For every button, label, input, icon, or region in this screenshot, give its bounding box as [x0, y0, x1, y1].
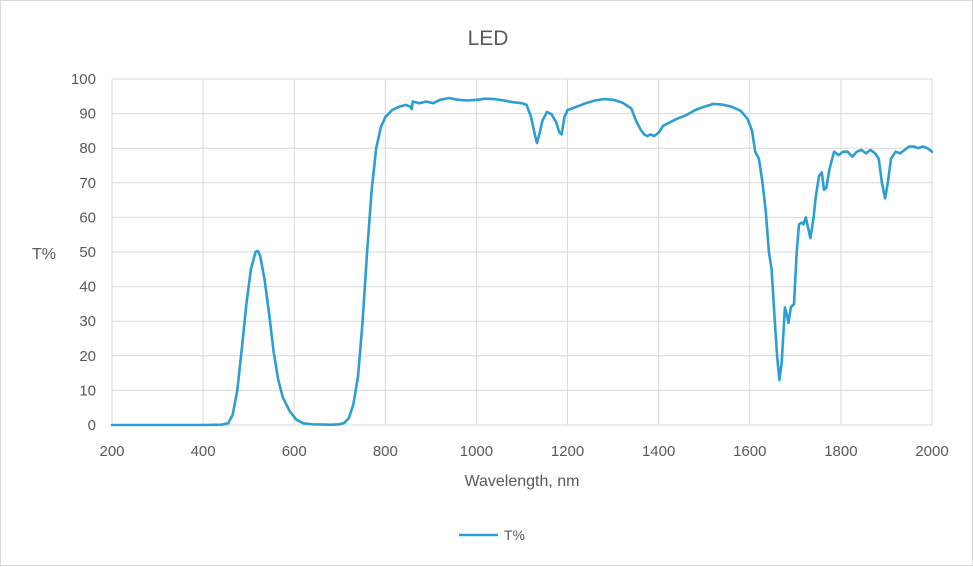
series-line-0 — [110, 96, 934, 427]
gridlines — [111, 78, 933, 426]
x-tick-label: 800 — [373, 443, 398, 460]
x-tick-label: 2000 — [915, 443, 948, 460]
x-tick-label: 1600 — [733, 443, 766, 460]
x-axis-label: Wavelength, nm — [464, 473, 579, 490]
y-axis-label: T% — [32, 246, 56, 263]
chart-title: LED — [468, 27, 509, 50]
y-tick-label: 80 — [79, 140, 96, 157]
x-tick-label: 600 — [282, 443, 307, 460]
x-tick-label: 1400 — [642, 443, 675, 460]
y-tick-label: 20 — [79, 348, 96, 365]
legend: T% — [459, 527, 525, 543]
x-tick-label: 1200 — [551, 443, 584, 460]
y-tick-label: 10 — [79, 382, 96, 399]
y-axis-tick-labels: 0 10 20 30 40 50 60 70 80 90 100 — [71, 71, 96, 434]
y-tick-label: 90 — [79, 106, 96, 123]
x-tick-label: 1000 — [460, 443, 493, 460]
series-layer — [110, 96, 934, 427]
x-tick-label: 200 — [99, 443, 124, 460]
x-tick-label: 400 — [191, 443, 216, 460]
y-tick-label: 60 — [79, 209, 96, 226]
y-tick-label: 30 — [79, 313, 96, 330]
y-tick-label: 70 — [79, 175, 96, 192]
x-axis-tick-labels: 200 400 600 800 1000 1200 1400 1600 1800 2000 — [99, 443, 948, 460]
y-tick-label: 40 — [79, 279, 96, 296]
y-tick-label: 100 — [71, 71, 96, 88]
y-tick-label: 0 — [88, 417, 96, 434]
y-tick-label: 50 — [79, 244, 96, 261]
x-tick-label: 1800 — [824, 443, 857, 460]
legend-entry-t-percent: T% — [504, 527, 525, 543]
